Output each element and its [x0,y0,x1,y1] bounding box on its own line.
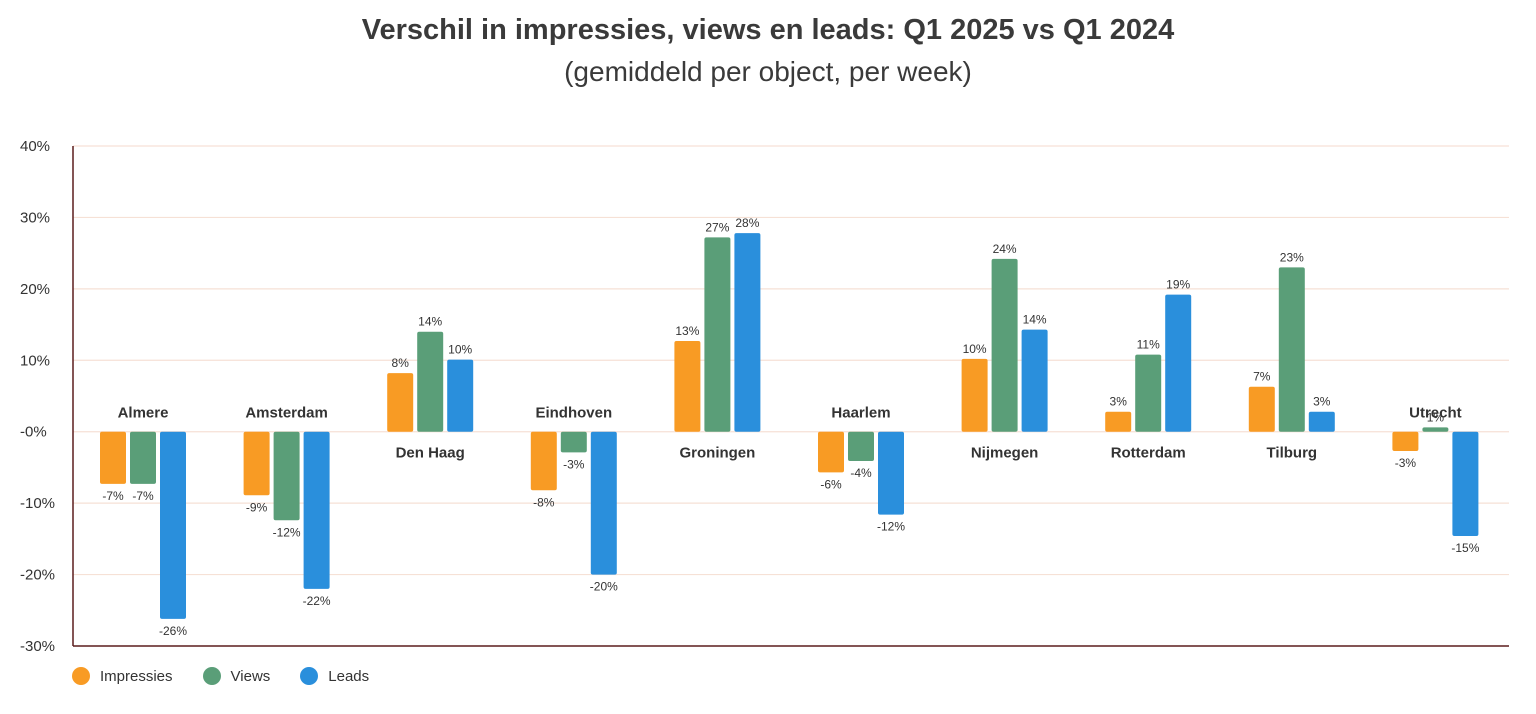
bar-leads-utrecht[interactable] [1452,431,1479,536]
value-label: 14% [1023,313,1047,327]
bar-views-almere[interactable] [130,431,156,484]
value-label: -12% [877,520,905,534]
y-tick-label: -20% [20,567,55,584]
value-label: 27% [705,220,729,234]
value-label: -20% [590,580,618,594]
bar-leads-nijmegen[interactable] [1021,329,1048,432]
value-label: 3% [1110,395,1128,409]
category-label: Eindhoven [535,405,612,422]
y-tick-label: 10% [20,352,50,369]
value-label: 10% [963,342,987,356]
legend-swatch-leads [300,667,319,685]
value-label: -15% [1451,541,1479,555]
legend-item-views[interactable]: Views [202,667,271,685]
y-tick-label: 40% [20,138,50,155]
bar-leads-haarlem[interactable] [878,431,904,515]
value-label: -12% [273,525,301,539]
value-label: -26% [159,624,187,638]
bar-views-eindhoven[interactable] [560,431,587,453]
bar-impressies-rotterdam[interactable] [1105,411,1132,432]
category-label: Tilburg [1267,445,1318,462]
bar-leads-groningen[interactable] [734,233,761,432]
value-label: -3% [563,457,585,471]
bar-views-groningen[interactable] [704,237,731,432]
bar-impressies-haarlem[interactable] [818,431,844,473]
value-label: 11% [1137,338,1160,352]
bar-impressies-nijmegen[interactable] [961,358,988,432]
chart-subtitle: (gemiddeld per object, per week) [564,56,972,87]
bar-impressies-amsterdam[interactable] [243,431,270,496]
legend-swatch-impressies [72,667,90,685]
bar-leads-eindhoven[interactable] [590,431,617,575]
legend-label-impressies: Impressies [100,667,173,685]
y-tick-label: 30% [20,209,50,226]
value-label: -22% [303,594,331,608]
value-label: -7% [102,489,124,503]
bar-impressies-almere[interactable] [100,431,126,484]
value-label: -7% [132,489,154,503]
legend-label-leads: Leads [328,667,370,685]
value-label: 10% [448,343,472,357]
legend: Impressies Views Leads [72,667,399,685]
value-label: 14% [418,315,442,329]
value-label: 19% [1166,278,1190,292]
bars [100,233,1479,619]
value-label: 13% [675,324,699,338]
bar-impressies-eindhoven[interactable] [530,431,557,491]
value-label: -9% [246,500,268,514]
bar-views-nijmegen[interactable] [991,258,1018,432]
value-label: 28% [735,216,759,230]
bar-views-den-haag[interactable] [417,331,444,432]
value-label: 1% [1427,410,1445,424]
y-tick-label: -0% [20,424,47,441]
legend-label-views: Views [230,667,271,685]
y-tick-label: -10% [20,495,55,512]
bar-views-tilburg[interactable] [1278,267,1305,432]
value-label: -4% [850,466,872,480]
category-label: Groningen [679,445,755,462]
axes [72,146,1509,647]
bar-impressies-utrecht[interactable] [1392,431,1419,451]
category-label: Amsterdam [245,405,328,422]
bar-impressies-groningen[interactable] [674,341,701,432]
bar-impressies-tilburg[interactable] [1248,386,1275,432]
category-label: Utrecht [1409,405,1462,422]
bar-leads-tilburg[interactable] [1308,411,1335,432]
y-tick-label: -30% [20,638,55,655]
category-label: Rotterdam [1111,445,1186,462]
bar-views-utrecht[interactable] [1422,427,1449,432]
legend-item-leads[interactable]: Leads [300,667,369,685]
category-label: Haarlem [831,405,890,422]
value-label: -6% [820,477,842,491]
value-label: 8% [392,356,410,370]
y-axis-ticks: 40% 30% 20% 10% -0% -10% -20% -30% [20,138,55,655]
bar-views-rotterdam[interactable] [1135,354,1162,432]
bar-impressies-den-haag[interactable] [387,373,414,432]
value-label: -8% [533,495,555,509]
value-label: 3% [1313,395,1331,409]
legend-item-impressies[interactable]: Impressies [72,667,173,685]
value-label: 7% [1253,370,1271,384]
category-labels: Almere Amsterdam Den Haag Eindhoven Groninge… [118,405,1462,462]
category-label: Almere [118,405,169,422]
legend-swatch-views [202,667,221,685]
bar-leads-den-haag[interactable] [447,359,474,432]
bar-leads-amsterdam[interactable] [303,431,330,589]
category-label: Den Haag [396,445,465,462]
bar-chart: 40% 30% 20% 10% -0% -10% -20% -30% -7% -7% -26% -9… [20,138,1509,655]
category-label: Nijmegen [971,445,1039,462]
bar-views-haarlem[interactable] [848,431,874,461]
bar-leads-rotterdam[interactable] [1165,294,1192,432]
bar-leads-almere[interactable] [160,431,186,619]
value-label: -3% [1395,456,1417,470]
y-tick-label: 20% [20,281,50,298]
value-labels: -7% -7% -26% -9% -12% -22% 8% 14% 10% -8% -3% -20% 1… [102,216,1479,638]
value-label: 24% [993,242,1017,256]
bar-views-amsterdam[interactable] [273,431,300,521]
chart-title: Verschil in impressies, views en leads: … [361,14,1175,46]
value-label: 23% [1280,250,1304,264]
